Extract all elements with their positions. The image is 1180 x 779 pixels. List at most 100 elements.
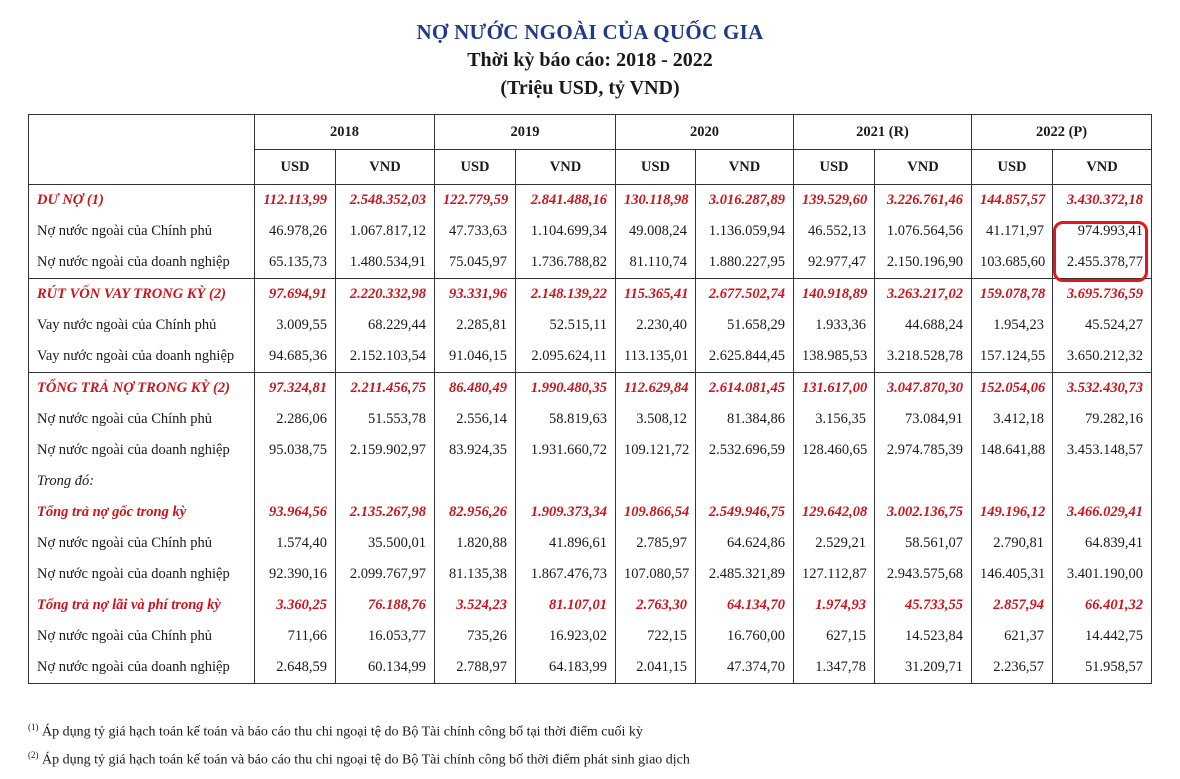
year-header: 2020 [615, 114, 794, 150]
cell-value: 2.150.196,90 [873, 247, 972, 279]
cell-value: 2.532.696,59 [695, 435, 794, 466]
cell-value: 3.047.870,30 [873, 372, 972, 404]
table-row: Nợ nước ngoài của doanh nghiệp 65.135,73 1… [29, 247, 1152, 279]
table-row: TỔNG TRẢ NỢ TRONG KỲ (2) 97.324,81 2.211.4… [28, 372, 1152, 404]
table-row: Vay nước ngoài của doanh nghiệp 94.685,36… [29, 341, 1152, 373]
cell-value: 31.209,71 [873, 652, 972, 684]
table-row: RÚT VỐN VAY TRONG KỲ (2) 97.694,91 2.220.3… [28, 278, 1152, 310]
footnote-mark: (1) [28, 722, 39, 732]
row-label: TỔNG TRẢ NỢ TRONG KỲ (2) [28, 372, 255, 404]
cell-value [434, 466, 516, 497]
row-label: Vay nước ngoài của doanh nghiệp [37, 348, 235, 364]
cell-value: 3.508,12 [615, 404, 696, 435]
currency-header: VND [335, 149, 435, 185]
cell-value: 2.230,40 [615, 310, 696, 341]
row-label: Nợ nước ngoài của Chính phủ [37, 535, 213, 551]
cell-value: 45.524,27 [1052, 310, 1152, 341]
cell-value: 93.331,96 [434, 278, 516, 310]
cell-value: 2.485.321,89 [695, 559, 794, 590]
cell-value: 2.677.502,74 [695, 278, 794, 310]
cell-value: 127.112,87 [793, 559, 875, 590]
cell-value: 2.152.103,54 [335, 341, 435, 373]
cell-value [1052, 466, 1152, 497]
cell-value: 1.574,40 [254, 528, 336, 559]
currency-header: USD [971, 149, 1053, 185]
cell-value: 1.880.227,95 [695, 247, 794, 279]
cell-value: 51.553,78 [335, 404, 435, 435]
row-label: Trong đó: [37, 473, 95, 489]
cell-value: 3.360,25 [254, 590, 336, 621]
cell-value: 64.183,99 [515, 652, 616, 684]
cell-value: 2.648,59 [254, 652, 336, 684]
cell-value: 64.134,70 [695, 590, 794, 621]
cell-value: 128.460,65 [793, 435, 875, 466]
currency-header: USD [434, 149, 516, 185]
cell-value: 3.226.761,46 [873, 184, 972, 216]
highlight-box [1053, 221, 1148, 282]
cell-value: 41.171,97 [971, 216, 1053, 247]
cell-value: 41.896,61 [515, 528, 616, 559]
cell-value: 3.695.736,59 [1052, 278, 1152, 310]
cell-value: 621,37 [971, 621, 1053, 652]
cell-value: 3.009,55 [254, 310, 336, 341]
cell-value: 2.549.946,75 [695, 497, 794, 528]
cell-value: 81.384,86 [695, 404, 794, 435]
year-header: 2018 [254, 114, 435, 150]
cell-value: 73.084,91 [873, 404, 972, 435]
cell-value: 44.688,24 [873, 310, 972, 341]
footnote-text: Áp dụng tỷ giá hạch toán kế toán và báo … [42, 752, 690, 768]
cell-value: 82.956,26 [434, 497, 516, 528]
cell-value: 2.135.267,98 [335, 497, 435, 528]
row-label: Vay nước ngoài của Chính phủ [37, 317, 217, 333]
cell-value: 58.819,63 [515, 404, 616, 435]
cell-value: 3.453.148,57 [1052, 435, 1152, 466]
cell-value: 112.113,99 [254, 184, 336, 216]
table-row: Tổng trả nợ gốc trong kỳ 93.964,56 2.135.2… [29, 497, 1152, 528]
cell-value: 3.430.372,18 [1052, 184, 1152, 216]
cell-value [873, 466, 972, 497]
year-header: 2019 [434, 114, 616, 150]
table-row: Nợ nước ngoài của Chính phủ 1.574,40 35.50… [29, 528, 1152, 559]
cell-value: 2.548.352,03 [335, 184, 435, 216]
cell-value: 2.614.081,45 [695, 372, 794, 404]
page-subtitle: Thời kỳ báo cáo: 2018 - 2022 [467, 49, 713, 71]
cell-value: 76.188,76 [335, 590, 435, 621]
cell-value: 2.841.488,16 [515, 184, 616, 216]
cell-value: 2.099.767,97 [335, 559, 435, 590]
cell-value: 1.076.564,56 [873, 216, 972, 247]
cell-value: 95.038,75 [254, 435, 336, 466]
cell-value: 16.053,77 [335, 621, 435, 652]
row-label: Nợ nước ngoài của doanh nghiệp [37, 566, 230, 582]
cell-value: 1.067.817,12 [335, 216, 435, 247]
cell-value: 146.405,31 [971, 559, 1053, 590]
cell-value: 47.374,70 [695, 652, 794, 684]
label-header [28, 114, 255, 185]
currency-header: VND [1052, 149, 1152, 185]
cell-value: 109.866,54 [615, 497, 696, 528]
cell-value: 2.041,15 [615, 652, 696, 684]
table-body: DƯ NỢ (1) 112.113,99 2.548.352,03 122.779,5… [28, 184, 1152, 684]
cell-value [254, 466, 336, 497]
cell-value: 46.552,13 [793, 216, 875, 247]
cell-value: 139.529,60 [793, 184, 875, 216]
cell-value: 81.107,01 [515, 590, 616, 621]
cell-value: 2.286,06 [254, 404, 336, 435]
currency-header: VND [695, 149, 794, 185]
cell-value: 2.095.624,11 [515, 341, 616, 373]
footnote-2: (2) Áp dụng tỷ giá hạch toán kế toán và … [28, 750, 690, 769]
cell-value: 148.641,88 [971, 435, 1053, 466]
table-row: Nợ nước ngoài của doanh nghiệp 95.038,75 2… [29, 435, 1152, 466]
row-label: Nợ nước ngoài của doanh nghiệp [37, 659, 230, 675]
cell-value: 1.974,93 [793, 590, 875, 621]
cell-value: 2.148.139,22 [515, 278, 616, 310]
cell-value: 3.156,35 [793, 404, 875, 435]
year-header-row: 2018 2019 2020 2021 (R) 2022 (P) [28, 114, 1152, 185]
cell-value: 138.985,53 [793, 341, 875, 373]
footnote-1: (1) Áp dụng tỷ giá hạch toán kế toán và … [28, 722, 643, 741]
table-row: DƯ NỢ (1) 112.113,99 2.548.352,03 122.779,5… [28, 184, 1152, 216]
cell-value: 92.390,16 [254, 559, 336, 590]
cell-value: 3.016.287,89 [695, 184, 794, 216]
cell-value: 711,66 [254, 621, 336, 652]
cell-value: 91.046,15 [434, 341, 516, 373]
row-label: Tổng trả nợ lãi và phí trong kỳ [37, 597, 221, 613]
